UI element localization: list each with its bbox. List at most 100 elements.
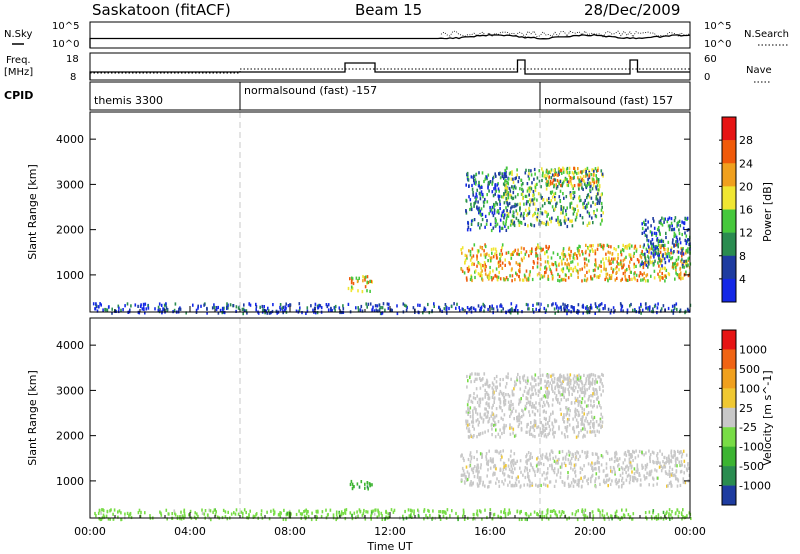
range-cell	[501, 455, 503, 459]
range-cell	[520, 183, 523, 187]
range-cell	[481, 212, 484, 216]
range-cell	[572, 306, 574, 310]
range-cell	[677, 477, 679, 482]
range-cell	[667, 306, 670, 311]
range-cell	[405, 304, 408, 308]
range-cell	[557, 400, 559, 404]
range-cell	[674, 277, 676, 281]
range-cell	[532, 468, 535, 472]
range-cell	[564, 457, 567, 461]
range-cell	[558, 279, 561, 283]
range-cell	[656, 457, 659, 461]
range-cell	[547, 390, 549, 394]
range-cell	[640, 262, 642, 266]
range-cell	[477, 208, 479, 212]
range-cell	[512, 210, 515, 214]
range-cell	[197, 304, 199, 308]
range-cell	[599, 274, 601, 278]
range-cell	[659, 276, 662, 280]
range-cell	[140, 510, 142, 514]
range-cell	[614, 472, 616, 476]
range-cell	[510, 449, 512, 453]
range-cell	[636, 278, 639, 283]
range-cell	[422, 311, 424, 315]
range-cell	[600, 264, 602, 268]
range-cell	[160, 511, 162, 515]
range-cell	[674, 475, 677, 479]
range-cell	[598, 466, 600, 470]
range-cell	[653, 249, 655, 253]
range-cell	[117, 515, 119, 519]
range-cell	[587, 247, 589, 251]
range-cell	[567, 482, 570, 486]
range-cell	[583, 373, 585, 377]
range-cell	[570, 193, 572, 197]
range-cell	[578, 187, 580, 191]
range-cell	[184, 514, 186, 518]
range-cell	[100, 517, 103, 521]
range-cell	[499, 202, 501, 206]
range-cell	[466, 426, 468, 430]
range-cell	[484, 388, 486, 392]
range-cell	[663, 465, 665, 469]
range-cell	[547, 255, 549, 259]
range-cell	[528, 430, 531, 434]
range-cell	[584, 174, 587, 178]
range-cell	[529, 203, 531, 207]
range-cell	[675, 263, 678, 267]
range-cell	[568, 385, 571, 389]
range-cell	[138, 311, 141, 315]
range-cell	[643, 277, 645, 281]
range-cell	[500, 226, 503, 230]
cpid-segment-2: normalsound (fast) -157	[244, 84, 377, 97]
range-cell	[603, 261, 605, 265]
range-cell	[438, 510, 440, 514]
range-cell	[663, 217, 665, 221]
range-cell	[566, 426, 568, 430]
range-cell	[478, 184, 480, 188]
range-cell	[626, 244, 628, 248]
colorbar-tick-label: 28	[739, 134, 753, 147]
range-cell	[599, 419, 602, 423]
range-cell	[511, 483, 514, 487]
range-cell	[417, 513, 420, 518]
range-cell	[545, 410, 547, 414]
range-cell	[552, 456, 554, 460]
range-cell	[584, 514, 587, 518]
range-cell	[655, 246, 658, 250]
range-cell	[154, 307, 156, 311]
range-cell	[551, 378, 553, 382]
range-cell	[611, 514, 613, 518]
range-cell	[489, 457, 492, 461]
range-cell	[523, 469, 526, 473]
range-cell	[92, 302, 95, 306]
range-cell	[545, 513, 548, 517]
range-cell	[489, 508, 492, 512]
range-cell	[681, 452, 684, 456]
range-cell	[632, 254, 635, 258]
range-cell	[597, 180, 600, 184]
range-cell	[555, 398, 558, 402]
range-cell	[514, 195, 517, 199]
range-cell	[174, 302, 177, 306]
range-cell	[590, 463, 592, 467]
range-cell	[574, 407, 577, 411]
range-cell	[479, 397, 482, 401]
range-cell	[595, 197, 597, 201]
range-cell	[603, 514, 606, 518]
range-cell	[503, 173, 505, 177]
range-cell	[569, 253, 572, 257]
range-cell	[243, 309, 246, 313]
range-cell	[503, 278, 505, 282]
range-cell	[478, 191, 481, 195]
range-cell	[499, 378, 502, 382]
range-cell	[626, 474, 629, 478]
range-cell	[583, 514, 586, 518]
range-cell	[516, 509, 519, 513]
range-cell	[588, 386, 590, 390]
range-cell	[586, 196, 588, 200]
range-cell	[602, 174, 604, 178]
range-cell	[539, 207, 542, 211]
range-cell	[636, 465, 639, 469]
range-cell	[376, 304, 379, 308]
